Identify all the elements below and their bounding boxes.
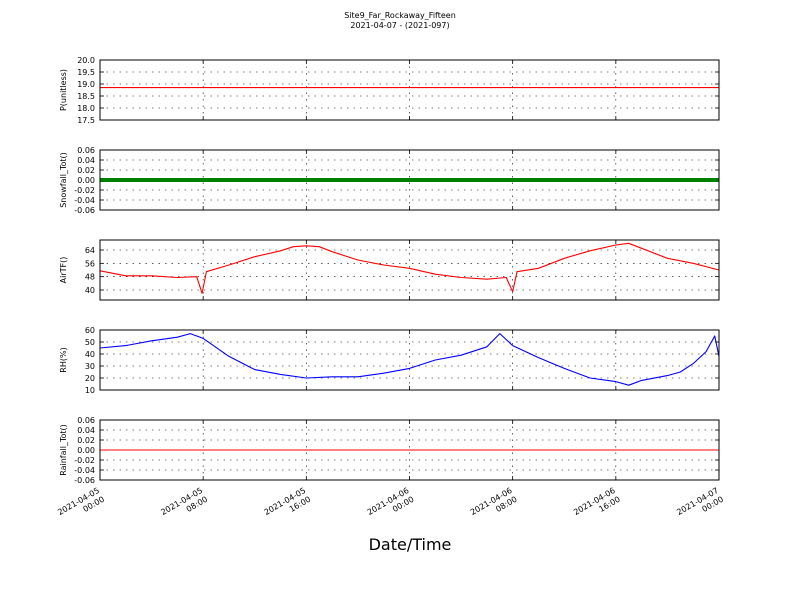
y-tick-label: 19.0 xyxy=(77,80,95,89)
y-tick-label: 50 xyxy=(85,338,95,347)
y-tick-label: 19.5 xyxy=(77,68,95,77)
panel-3: 40 48 56 64 AirTF() xyxy=(59,239,720,301)
chart-panels: 17.5 18.0 18.5 19.0 19.5 20.0 P(unitless) -0.06… xyxy=(59,56,720,485)
y-tick-label: 17.5 xyxy=(77,116,95,125)
y-tick-label: 40 xyxy=(85,350,95,359)
y-tick-label: 18.0 xyxy=(77,104,95,113)
y-tick-label: 40 xyxy=(85,286,95,295)
y-axis-label: Snowfall_Tot() xyxy=(59,152,68,208)
panel-frame xyxy=(99,419,720,481)
y-tick-label: 64 xyxy=(85,246,95,255)
y-tick-label: 48 xyxy=(85,273,95,282)
y-tick-label: 0.00 xyxy=(77,176,95,185)
panel-frame xyxy=(99,239,720,301)
y-tick-label: 0.06 xyxy=(77,146,95,155)
y-tick-label: 0.02 xyxy=(77,166,95,175)
panel-4: 10 20 30 40 50 60 RH(%) xyxy=(59,326,720,395)
panel-frame xyxy=(99,59,720,121)
y-axis-label: P(unitless) xyxy=(59,69,68,111)
y-axis-label: Rainfall_Tot() xyxy=(59,424,68,476)
panel-frame xyxy=(99,149,720,211)
panel-2: -0.06-0.04-0.020.000.020.040.06 Snowfall_… xyxy=(59,146,720,215)
panel-1: 17.5 18.0 18.5 19.0 19.5 20.0 P(unitless) xyxy=(59,56,720,125)
y-tick-label: 0.04 xyxy=(77,426,95,435)
chart-title-line2: 2021-04-07 - (2021-097) xyxy=(350,21,449,30)
y-tick-label: -0.02 xyxy=(74,456,95,465)
y-tick-label: 0.06 xyxy=(77,416,95,425)
series-line-3 xyxy=(99,242,720,294)
y-axis-label: RH(%) xyxy=(59,347,68,372)
y-axis-label: AirTF() xyxy=(59,257,68,284)
y-tick-label: 20 xyxy=(85,374,95,383)
y-tick-label: -0.06 xyxy=(74,206,95,215)
panel-5: -0.06-0.04-0.020.000.020.040.06 Rainfall_… xyxy=(59,416,720,485)
y-tick-label: -0.04 xyxy=(74,466,95,475)
y-tick-label: 0.02 xyxy=(77,436,95,445)
y-tick-label: -0.04 xyxy=(74,196,95,205)
y-tick-label: 0.00 xyxy=(77,446,95,455)
y-tick-label: 60 xyxy=(85,326,95,335)
y-tick-label: 0.04 xyxy=(77,156,95,165)
panel-frame xyxy=(99,329,720,391)
y-tick-label: 20.0 xyxy=(77,56,95,65)
chart-title-line1: Site9_Far_Rockaway_Fifteen xyxy=(344,11,456,20)
y-tick-label: -0.06 xyxy=(74,476,95,485)
series-line-4 xyxy=(99,333,720,386)
x-axis-label: Date/Time xyxy=(369,535,452,554)
y-tick-label: 30 xyxy=(85,362,95,371)
y-tick-label: -0.02 xyxy=(74,186,95,195)
y-tick-label: 56 xyxy=(85,259,95,268)
y-tick-label: 10 xyxy=(85,386,95,395)
y-tick-label: 18.5 xyxy=(77,92,95,101)
